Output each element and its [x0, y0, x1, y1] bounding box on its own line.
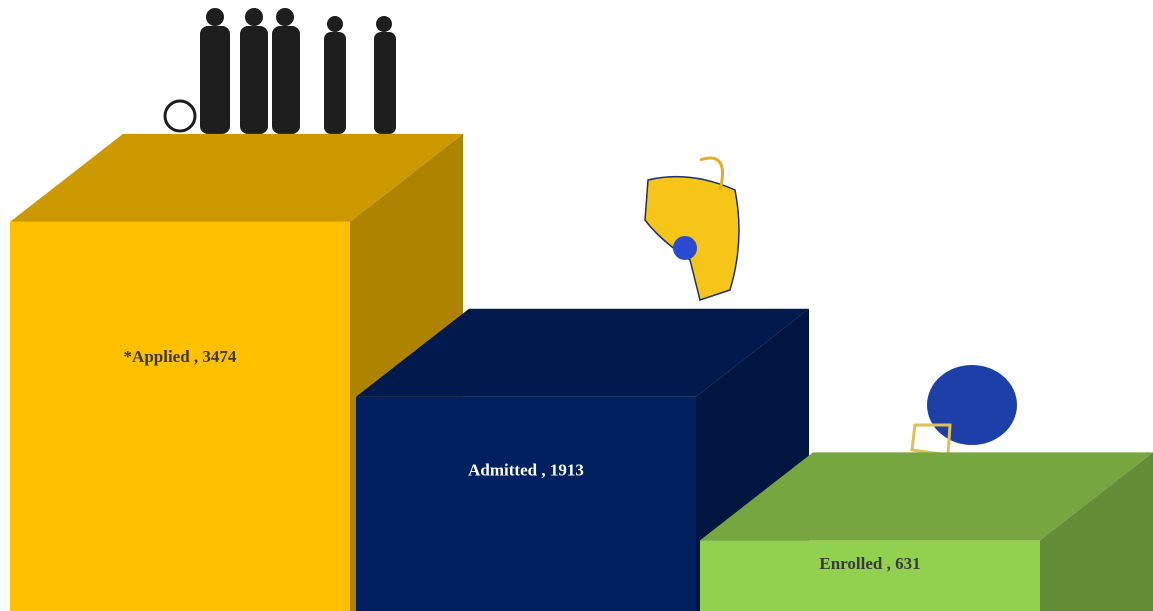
- bar-front: [356, 396, 696, 611]
- data-label: Admitted , 1913: [468, 461, 584, 480]
- bar-side: [1040, 452, 1153, 611]
- bar-top: [356, 308, 809, 397]
- bar-front: [700, 540, 1040, 611]
- data-label: *Applied , 3474: [124, 347, 237, 366]
- bar-front: [10, 221, 350, 611]
- bar-top: [10, 133, 463, 222]
- bar-top: [700, 452, 1153, 541]
- data-label: Enrolled , 631: [819, 554, 920, 573]
- wildcat-mascot: [644, 156, 740, 301]
- football-helmet: [910, 365, 1017, 457]
- people-silhouette: [163, 8, 396, 134]
- bar: [700, 452, 1153, 611]
